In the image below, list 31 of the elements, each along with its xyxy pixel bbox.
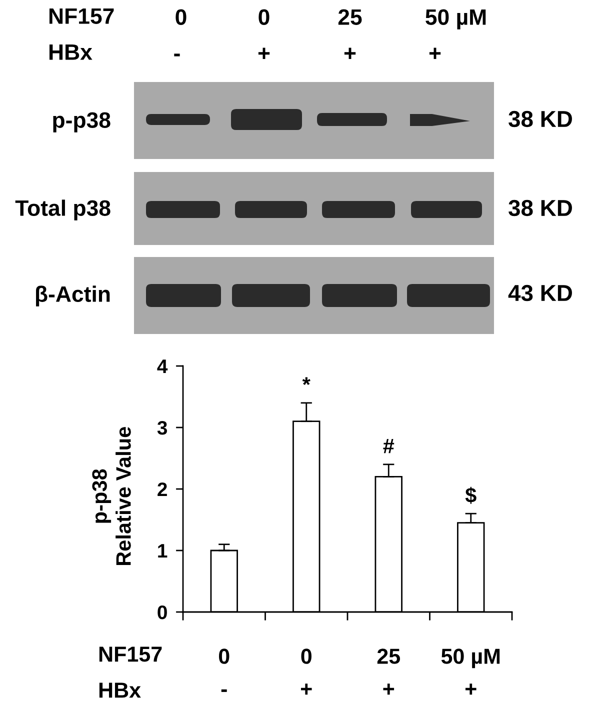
- x-tick-label: 50 µM +: [441, 648, 500, 695]
- text: β-Actin: [36, 286, 110, 306]
- text: NF157: [49, 8, 114, 24]
- y-tick-label: 3: [157, 420, 168, 435]
- y-axis-title: p-p38 Relative Value: [92, 427, 131, 566]
- x-tick-label: 0 -: [218, 648, 230, 692]
- text: +: [429, 48, 441, 59]
- y-tick-label: 1: [158, 544, 168, 558]
- text: +: [344, 48, 356, 59]
- text: 50 µM: [426, 9, 486, 30]
- annotation: *: [302, 377, 310, 386]
- text: 38 KD: [508, 110, 572, 128]
- text: 25: [338, 9, 362, 25]
- text: 43 KD: [508, 284, 572, 302]
- y-tick-label: 2: [158, 482, 167, 496]
- text: 38 KD: [508, 200, 572, 216]
- text: Total p38: [15, 200, 110, 220]
- text: HBx: [49, 44, 92, 60]
- text: 0: [176, 9, 186, 25]
- text: HBx: [99, 682, 141, 698]
- y-tick-label: 4: [157, 360, 168, 374]
- text: +: [258, 48, 270, 59]
- x-tick-label: 25 +: [377, 648, 400, 695]
- y-tick-label: 0: [158, 605, 167, 620]
- text: 0: [258, 9, 270, 25]
- text: NF157: [99, 646, 162, 662]
- annotation: #: [383, 438, 394, 454]
- annotation: $: [465, 486, 476, 504]
- x-tick-label: 0 +: [300, 648, 312, 695]
- text: -: [174, 54, 180, 56]
- text: p-p38: [53, 112, 110, 132]
